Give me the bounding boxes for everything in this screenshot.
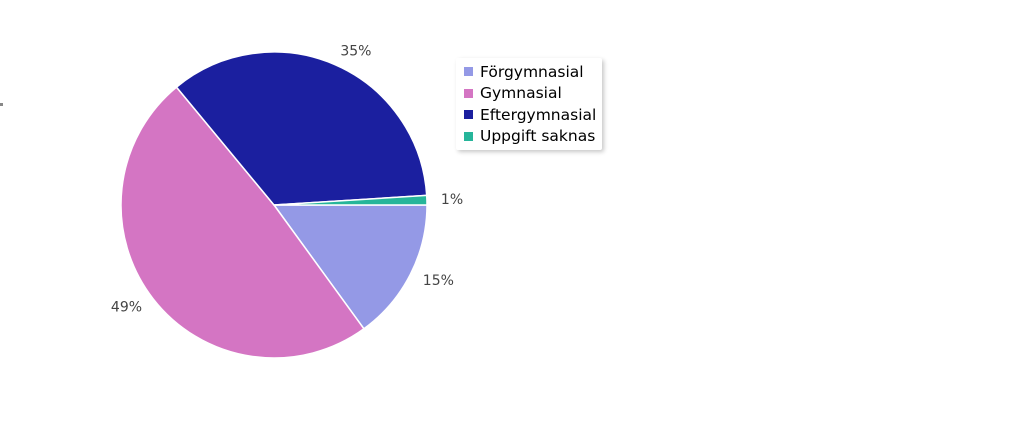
- legend-label-forgymnasial: Förgymnasial: [480, 62, 584, 81]
- legend-item-gymnasial[interactable]: Gymnasial: [464, 83, 602, 105]
- legend-label-gymnasial: Gymnasial: [480, 84, 562, 103]
- legend-swatch-eftergymnasial: [464, 110, 473, 120]
- legend-item-forgymnasial[interactable]: Förgymnasial: [464, 61, 602, 83]
- legend-label-eftergymnasial: Eftergymnasial: [480, 105, 597, 124]
- edge-marker: [0, 103, 3, 106]
- legend-label-uppgift-saknas: Uppgift saknas: [480, 127, 596, 146]
- legend-item-uppgift-saknas[interactable]: Uppgift saknas: [464, 126, 602, 148]
- legend-swatch-forgymnasial: [464, 67, 473, 77]
- legend-swatch-uppgift-saknas: [464, 131, 473, 141]
- data-label-eftergymnasial: 35%: [340, 44, 371, 60]
- data-label-forgymnasial: 15%: [423, 273, 454, 289]
- pie-slice-forgymnasial[interactable]: [273, 204, 428, 330]
- legend-swatch-gymnasial: [464, 88, 473, 98]
- pie-slice-gymnasial[interactable]: [120, 86, 365, 359]
- pie-slice-uppgift-saknas[interactable]: [273, 194, 428, 206]
- legend-item-eftergymnasial[interactable]: Eftergymnasial: [464, 104, 602, 126]
- data-label-gymnasial: 49%: [111, 299, 142, 315]
- pie-slice-eftergymnasial[interactable]: [175, 51, 428, 206]
- data-label-uppgift-saknas: 1%: [441, 192, 463, 208]
- legend: Förgymnasial Gymnasial Eftergymnasial Up…: [456, 58, 602, 150]
